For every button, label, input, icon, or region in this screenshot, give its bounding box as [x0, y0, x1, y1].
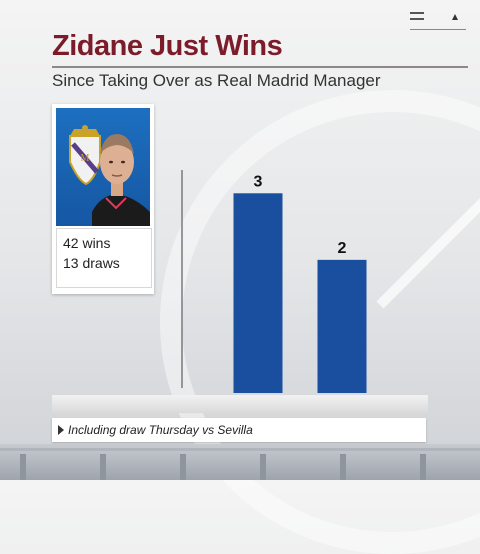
manager-portrait-icon	[92, 134, 150, 226]
manager-stats: 42 wins 13 draws	[56, 228, 152, 288]
data-label-losses: 2	[338, 240, 347, 257]
draws-stat: 13 draws	[63, 255, 120, 271]
chart-subtitle: Since Taking Over as Real Madrid Manager	[52, 71, 381, 90]
manager-photo: M	[56, 108, 150, 226]
floor	[0, 444, 480, 480]
data-label-titles: 3	[254, 173, 263, 190]
club-crest-icon: M	[69, 125, 101, 186]
chart-baseline	[52, 395, 428, 413]
footnote-banner: Including draw Thursday vs Sevilla	[52, 418, 426, 442]
footnote-text: Including draw Thursday vs Sevilla	[68, 423, 253, 437]
play-arrow-icon	[58, 425, 64, 435]
bar-titles	[233, 193, 283, 393]
network-bug-icon	[410, 8, 466, 30]
wins-stat: 42 wins	[63, 235, 111, 251]
svg-text:M: M	[81, 153, 90, 164]
chart-title: Zidane Just Wins	[52, 30, 283, 62]
title-divider	[52, 66, 468, 68]
manager-card: M 42 wins 13 draws	[52, 104, 154, 294]
bar-losses	[317, 259, 367, 393]
